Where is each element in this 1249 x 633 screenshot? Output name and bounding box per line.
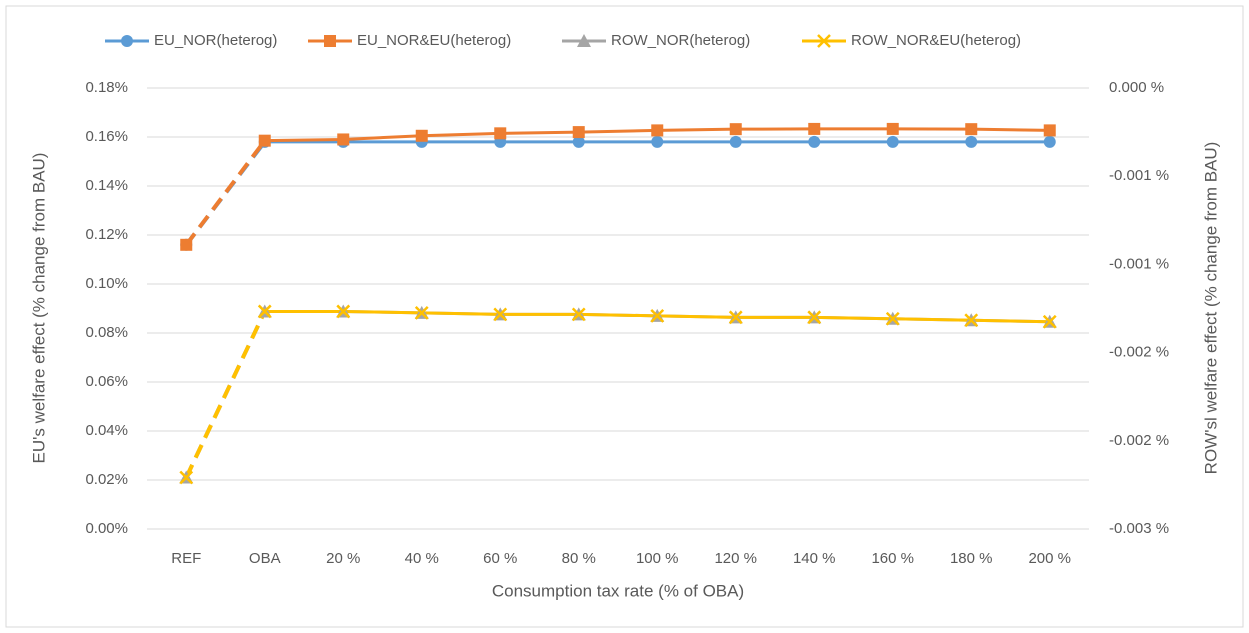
y-axis-label: EU's welfare effect (% change from BAU): [29, 153, 48, 464]
x-tick-label: OBA: [249, 550, 281, 567]
y-tick-label: 0.06%: [85, 373, 128, 390]
x-tick-label: 160 %: [871, 550, 914, 567]
marker: [729, 123, 742, 136]
x-tick-label: 120 %: [714, 550, 757, 567]
marker: [886, 122, 899, 135]
x-tick-label: 40 %: [405, 550, 439, 567]
marker: [179, 470, 194, 485]
y-tick-label: 0.12%: [85, 226, 128, 243]
series-line-dashed: [184, 310, 267, 479]
x-tick-label: 100 %: [636, 550, 679, 567]
y-tick-label: 0.14%: [85, 177, 128, 194]
y-tick-label: 0.00%: [85, 520, 128, 537]
y2-tick-label: -0.002 %: [1109, 432, 1169, 449]
y-tick-label: 0.18%: [85, 79, 128, 96]
x-tick-label: REF: [171, 550, 201, 567]
marker: [964, 313, 979, 328]
x-axis-label: Consumption tax rate (% of OBA): [492, 581, 744, 600]
marker: [324, 35, 336, 47]
marker: [577, 34, 591, 47]
marker: [258, 134, 271, 147]
marker: [651, 135, 664, 148]
x-tick-label: 60 %: [483, 550, 517, 567]
marker: [337, 133, 350, 146]
y-tick-label: 0.02%: [85, 471, 128, 488]
marker: [808, 135, 821, 148]
marker: [817, 34, 831, 48]
y2-tick-label: -0.002 %: [1109, 344, 1169, 361]
y-tick-label: 0.08%: [85, 324, 128, 341]
y2-tick-label: -0.001 %: [1109, 167, 1169, 184]
marker: [1043, 124, 1056, 137]
x-tick-label: 140 %: [793, 550, 836, 567]
marker: [336, 304, 351, 319]
marker: [808, 122, 821, 135]
legend-label: EU_NOR&EU(heterog): [357, 32, 511, 49]
x-tick-label: 20 %: [326, 550, 360, 567]
y2-tick-label: 0.000 %: [1109, 79, 1164, 96]
marker: [572, 135, 585, 148]
marker: [965, 135, 978, 148]
y-tick-label: 0.04%: [85, 422, 128, 439]
marker: [415, 129, 428, 142]
y-tick-label: 0.10%: [85, 275, 128, 292]
marker: [1043, 135, 1056, 148]
marker: [493, 307, 508, 322]
marker: [494, 127, 507, 140]
marker: [414, 306, 429, 320]
marker: [650, 308, 665, 323]
legend-label: ROW_NOR&EU(heterog): [851, 32, 1021, 49]
marker: [886, 135, 899, 148]
legend-label: EU_NOR(heterog): [154, 32, 277, 49]
marker: [121, 35, 133, 47]
marker: [572, 126, 585, 139]
x-tick-label: 180 %: [950, 550, 993, 567]
marker: [885, 311, 900, 326]
x-tick-label: 80 %: [562, 550, 596, 567]
marker: [807, 310, 822, 325]
marker: [651, 124, 664, 137]
marker: [1042, 314, 1057, 329]
y2-axis-label: ROW'sl welfare effect (% change from BAU…: [1201, 142, 1220, 475]
y2-tick-label: -0.001 %: [1109, 255, 1169, 272]
marker: [728, 310, 743, 325]
marker: [965, 123, 978, 136]
x-tick-label: 200 %: [1028, 550, 1071, 567]
marker: [257, 304, 272, 319]
marker: [729, 135, 742, 148]
legend-label: ROW_NOR(heterog): [611, 32, 750, 49]
y-tick-label: 0.16%: [85, 128, 128, 145]
marker: [571, 307, 586, 322]
y2-tick-label: -0.003 %: [1109, 520, 1169, 537]
marker: [180, 238, 193, 251]
